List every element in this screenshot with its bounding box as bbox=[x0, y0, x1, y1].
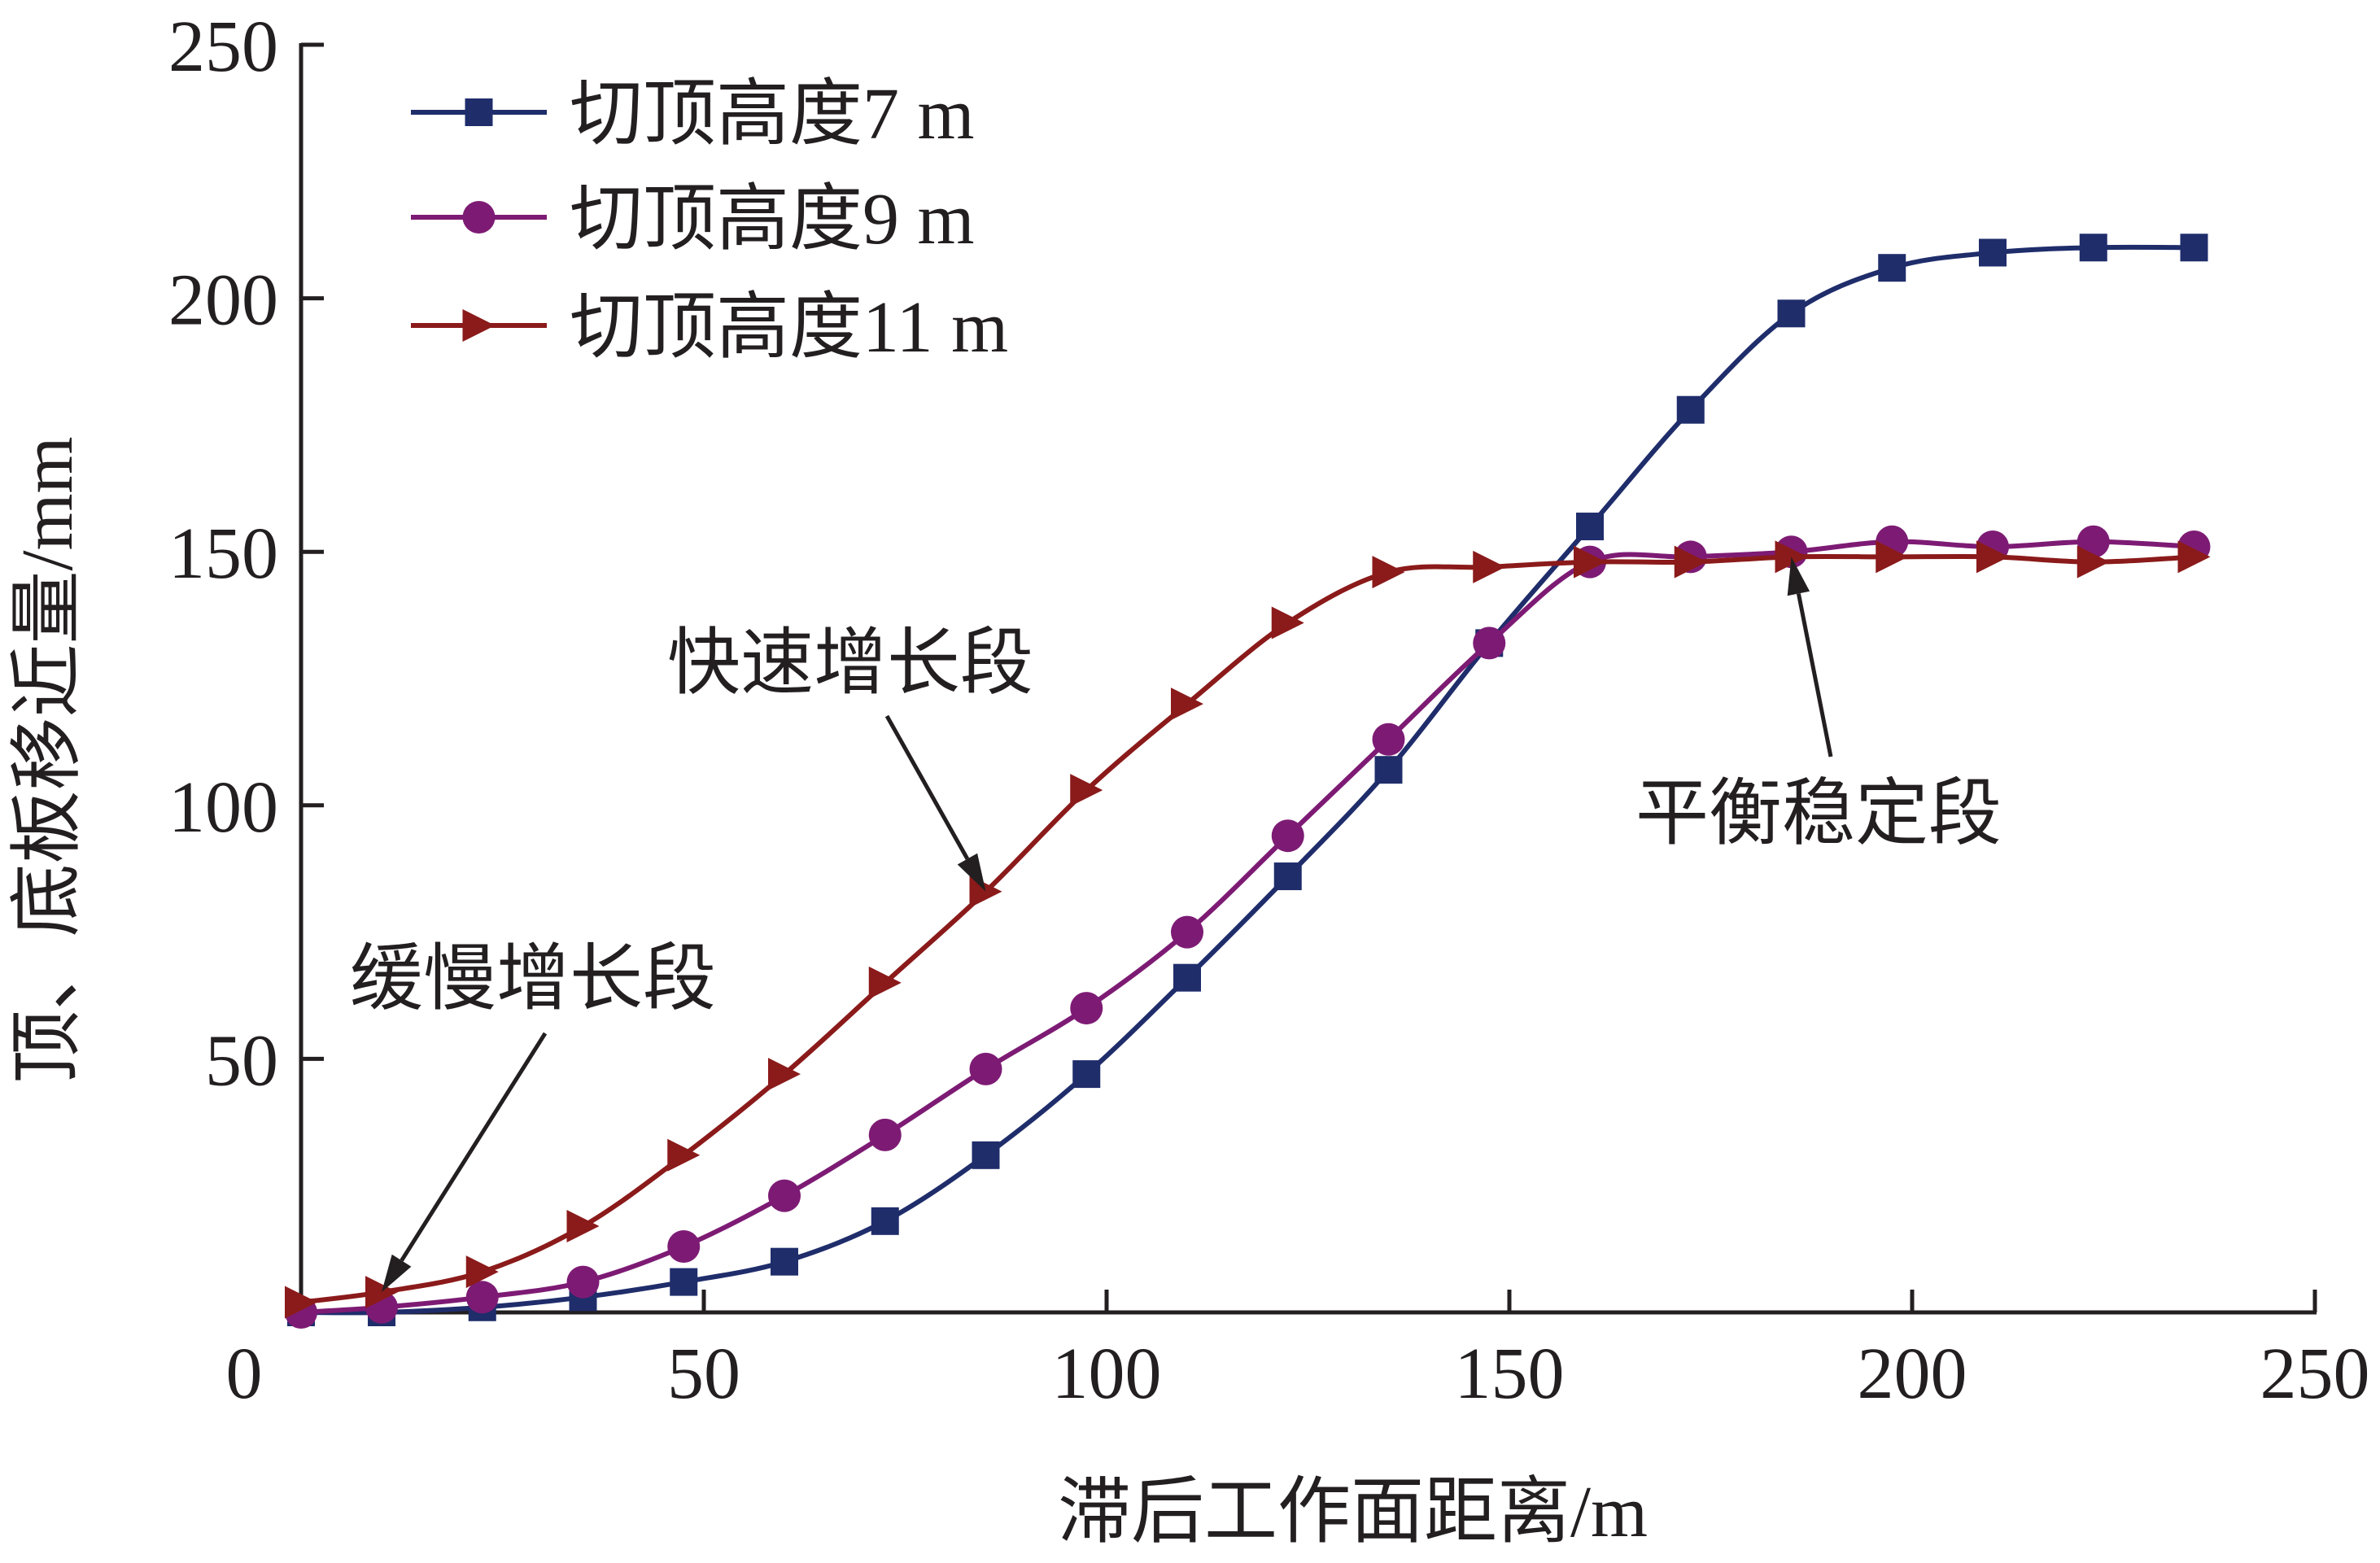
data-point bbox=[1976, 540, 2009, 574]
data-point bbox=[2180, 234, 2208, 262]
data-point bbox=[465, 1255, 499, 1289]
data-point bbox=[1271, 606, 1304, 640]
annotation-label: 快速增长段 bbox=[667, 623, 1033, 704]
annotation-2: 缓慢增长段 bbox=[350, 939, 716, 1293]
data-point bbox=[1070, 774, 1103, 807]
legend: 切顶高度7 m 切顶高度9 m 切顶高度11 m bbox=[411, 74, 1008, 368]
series-line bbox=[300, 539, 2194, 1315]
x-axis-title: 滞后工作面距离/m bbox=[1058, 1472, 1648, 1552]
y-tick-label: 250 bbox=[168, 7, 278, 87]
data-point bbox=[1372, 556, 1405, 589]
data-point bbox=[566, 1265, 600, 1299]
data-point bbox=[285, 1286, 317, 1319]
legend-label: 切顶高度11 m bbox=[570, 287, 1008, 368]
data-point bbox=[1979, 238, 2007, 267]
data-point bbox=[768, 1179, 801, 1212]
data-point bbox=[1777, 299, 1806, 328]
data-point bbox=[1876, 540, 1909, 574]
legend-marker bbox=[465, 98, 493, 126]
data-point bbox=[566, 1210, 600, 1243]
series-3 bbox=[285, 540, 2211, 1319]
x-tick-label: 50 bbox=[667, 1334, 740, 1414]
data-point bbox=[670, 1268, 698, 1296]
data-point bbox=[1271, 819, 1304, 853]
data-point bbox=[1674, 545, 1707, 578]
series-line bbox=[300, 244, 2194, 1316]
y-tick-label: 150 bbox=[168, 513, 278, 594]
legend-marker bbox=[462, 201, 496, 234]
legend-item-2: 切顶高度9 m bbox=[411, 179, 975, 260]
annotation-1: 快速增长段 bbox=[667, 623, 1033, 892]
series-line bbox=[300, 553, 2194, 1305]
data-point bbox=[1171, 915, 1203, 949]
data-point bbox=[2076, 545, 2110, 578]
data-point bbox=[1576, 513, 1604, 541]
data-point bbox=[1072, 1060, 1101, 1089]
legend-label: 切顶高度9 m bbox=[570, 179, 975, 260]
data-point bbox=[1173, 963, 1201, 992]
y-tick-label: 50 bbox=[205, 1020, 278, 1101]
data-point bbox=[2177, 540, 2211, 574]
data-point bbox=[972, 1141, 1000, 1169]
y-tick-label: 100 bbox=[168, 767, 278, 848]
data-point bbox=[2079, 234, 2107, 262]
data-point bbox=[1878, 254, 1906, 282]
data-point bbox=[465, 1281, 499, 1314]
legend-item-3: 切顶高度11 m bbox=[411, 287, 1008, 368]
data-point bbox=[1676, 395, 1705, 424]
annotation-arrow-line bbox=[884, 714, 970, 860]
annotation-label: 平衡稳定段 bbox=[1635, 774, 2002, 854]
data-point bbox=[768, 1058, 801, 1091]
data-point bbox=[667, 1229, 701, 1263]
data-point bbox=[1473, 550, 1506, 583]
annotation-arrow-line bbox=[1796, 593, 1833, 757]
legend-marker bbox=[462, 309, 496, 342]
data-point bbox=[667, 1138, 701, 1172]
x-tick-label: 100 bbox=[1052, 1334, 1162, 1414]
data-point bbox=[1171, 688, 1203, 721]
legend-label: 切顶高度7 m bbox=[570, 74, 975, 155]
data-point bbox=[365, 1276, 398, 1309]
annotation-arrow-head bbox=[1787, 557, 1810, 596]
data-point bbox=[1473, 627, 1506, 660]
data-point bbox=[771, 1247, 798, 1276]
series-2 bbox=[285, 525, 2211, 1329]
x-tick-label: 0 bbox=[226, 1334, 263, 1414]
annotation-3: 平衡稳定段 bbox=[1635, 557, 2002, 854]
x-tick-label: 250 bbox=[2260, 1334, 2370, 1414]
x-tick-label: 200 bbox=[1858, 1334, 1967, 1414]
x-tick-label: 150 bbox=[1455, 1334, 1565, 1414]
axes-layer: 0 50 100 150 200 250 50 100 150 200 250 滞后工作面距离/m 顶、… bbox=[7, 7, 2370, 1552]
y-axis-title: 顶、底板移近量/mm bbox=[7, 436, 88, 1083]
data-point bbox=[1374, 756, 1403, 784]
data-point bbox=[969, 1052, 1002, 1085]
annotation-arrow-head bbox=[957, 853, 986, 892]
data-point bbox=[868, 1118, 902, 1151]
data-point bbox=[1372, 723, 1405, 756]
y-tick-label: 200 bbox=[168, 260, 278, 341]
data-point bbox=[1273, 862, 1302, 891]
data-point bbox=[871, 1207, 899, 1235]
data-point bbox=[1574, 545, 1606, 578]
legend-item-1: 切顶高度7 m bbox=[411, 74, 975, 155]
series-layer bbox=[285, 234, 2211, 1329]
annotation-arrow-head bbox=[382, 1254, 412, 1293]
annotation-arrow-line bbox=[400, 1032, 548, 1262]
annotation-label: 缓慢增长段 bbox=[350, 939, 716, 1019]
data-point bbox=[1070, 992, 1103, 1025]
data-point bbox=[868, 966, 902, 999]
